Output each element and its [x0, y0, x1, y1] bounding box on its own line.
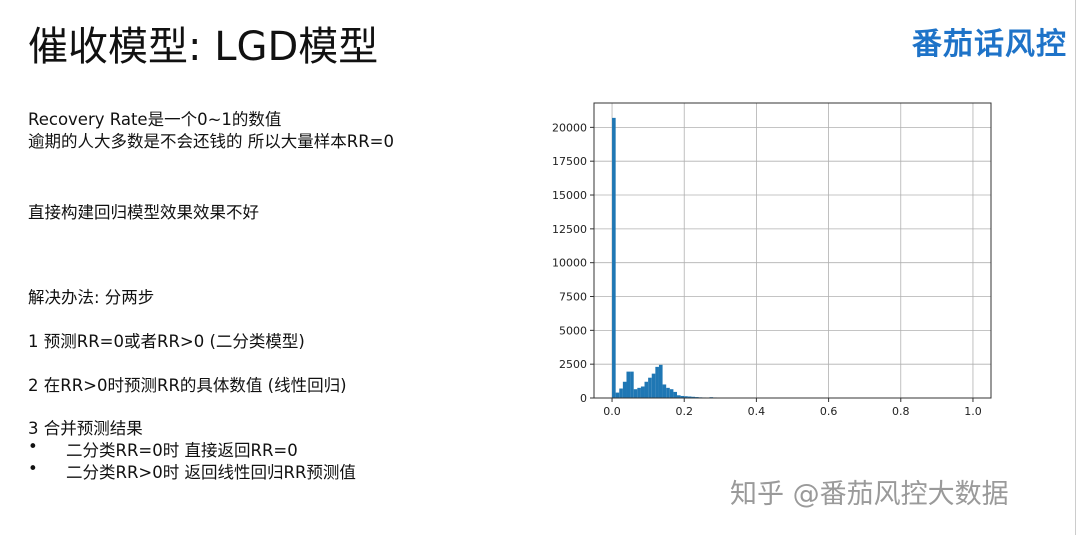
- x-tick-label: 1.0: [964, 405, 982, 418]
- histogram-bar: [691, 396, 696, 398]
- histogram-bar: [673, 391, 678, 398]
- histogram-bar: [615, 392, 620, 398]
- histogram-bar: [680, 395, 685, 398]
- histogram-bar: [655, 366, 659, 398]
- histogram-bar: [648, 377, 652, 398]
- text-line: 直接构建回归模型效果效果不好: [28, 203, 259, 222]
- histogram-bar: [637, 387, 641, 398]
- histogram-bar: [666, 387, 670, 398]
- x-tick-label: 0.4: [748, 405, 766, 418]
- histogram-bar: [687, 396, 692, 398]
- bullet-text: 二分类RR=0时 直接返回RR=0: [66, 441, 298, 460]
- histogram-bar: [644, 381, 649, 398]
- text-line: Recovery Rate是一个0~1的数值: [28, 110, 282, 129]
- histogram-bar: [612, 117, 616, 399]
- y-tick-label: 17500: [552, 155, 587, 168]
- text-line: 2 在RR>0时预测RR的具体数值 (线性回归): [28, 376, 347, 395]
- x-tick-label: 0.8: [892, 405, 910, 418]
- watermark: 知乎 @番茄风控大数据: [730, 479, 1009, 510]
- histogram-bar: [677, 395, 681, 398]
- y-tick-label: 7500: [559, 291, 587, 304]
- text-line: 逾期的人大多数是不会还钱的 所以大量样本RR=0: [28, 132, 394, 151]
- text-line: 3 合并预测结果: [28, 419, 143, 438]
- bullet-marker: •: [28, 459, 38, 478]
- histogram-bar: [633, 389, 638, 398]
- x-tick-label: 0.2: [675, 405, 693, 418]
- histogram-bar: [684, 396, 688, 398]
- brand-logo: 番茄话风控: [912, 27, 1067, 62]
- plot-frame: [593, 102, 992, 399]
- bullet-marker: •: [28, 437, 38, 456]
- y-tick-label: 10000: [552, 257, 587, 270]
- histogram-bar: [619, 388, 623, 398]
- y-tick-label: 0: [580, 392, 587, 405]
- y-tick-label: 12500: [552, 223, 587, 236]
- y-tick-label: 2500: [559, 358, 587, 371]
- y-tick-label: 20000: [552, 121, 587, 134]
- y-tick-label: 5000: [559, 324, 587, 337]
- x-tick-label: 0.0: [603, 405, 621, 418]
- histogram-bar: [662, 384, 667, 398]
- histogram-bar: [651, 373, 656, 398]
- bullet-text: 二分类RR>0时 返回线性回归RR预测值: [66, 463, 356, 482]
- text-line: 1 预测RR=0或者RR>0 (二分类模型): [28, 332, 305, 351]
- histogram-bar: [630, 371, 634, 398]
- slide-border: [1075, 0, 1076, 535]
- text-line: 解决办法: 分两步: [28, 288, 155, 307]
- histogram-bar: [626, 371, 631, 398]
- histogram-bar: [669, 389, 674, 398]
- histogram-bar: [658, 364, 663, 398]
- histogram-bar: [622, 381, 627, 398]
- histogram-bar: [640, 386, 645, 398]
- y-tick-label: 15000: [552, 189, 587, 202]
- slide-title: 催收模型: LGD模型: [28, 24, 379, 70]
- x-tick-label: 0.6: [820, 405, 838, 418]
